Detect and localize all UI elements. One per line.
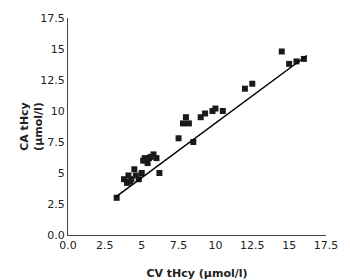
svg-text:12.5: 12.5 <box>40 74 65 87</box>
svg-text:5: 5 <box>138 239 145 252</box>
svg-text:CV tHcy (μmol/l): CV tHcy (μmol/l) <box>146 267 247 280</box>
svg-text:7.5: 7.5 <box>170 239 188 252</box>
svg-text:0.0: 0.0 <box>59 239 77 252</box>
svg-text:10: 10 <box>51 105 65 118</box>
svg-text:CA tHcy(μmol/l): CA tHcy(μmol/l) <box>18 102 45 151</box>
svg-text:2.5: 2.5 <box>96 239 114 252</box>
svg-text:15: 15 <box>51 43 65 56</box>
svg-text:12.5: 12.5 <box>240 239 264 252</box>
svg-text:5: 5 <box>58 167 65 180</box>
svg-text:0.0: 0.0 <box>47 229 65 242</box>
svg-text:17.5: 17.5 <box>314 239 339 252</box>
svg-text:17.5: 17.5 <box>40 12 65 25</box>
svg-text:10: 10 <box>208 239 222 252</box>
svg-text:7.5: 7.5 <box>47 136 65 149</box>
svg-text:15: 15 <box>282 239 296 252</box>
svg-text:2.5: 2.5 <box>47 198 65 211</box>
